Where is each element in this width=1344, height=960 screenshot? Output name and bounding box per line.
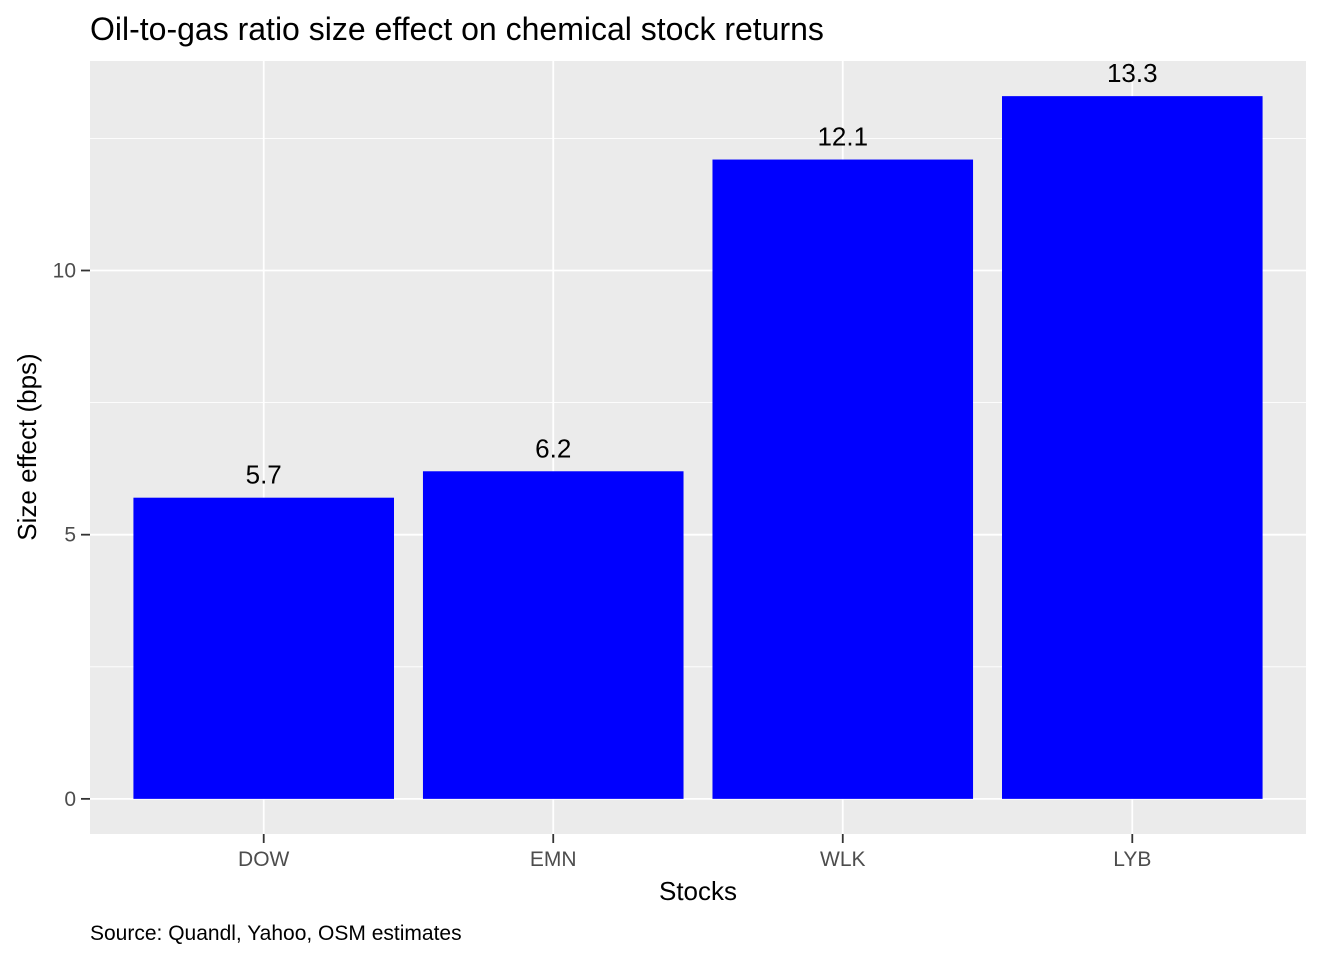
- y-tick-label: 0: [64, 788, 76, 811]
- x-tick-label: DOW: [238, 848, 290, 871]
- bar-emn: [422, 471, 684, 799]
- bar-lyb: [1002, 96, 1263, 799]
- data-label-emn: 6.2: [535, 433, 571, 463]
- bar-dow: [133, 497, 394, 799]
- bar-wlk: [712, 159, 974, 799]
- y-axis-title: Size effect (bps): [12, 353, 42, 540]
- data-label-dow: 5.7: [246, 460, 282, 490]
- y-tick-label: 5: [64, 524, 76, 547]
- bars: [133, 96, 1263, 799]
- y-axis: 0 5 10: [53, 259, 90, 811]
- source-caption: Source: Quandl, Yahoo, OSM estimates: [90, 922, 462, 945]
- chart-title: Oil-to-gas ratio size effect on chemical…: [90, 11, 824, 47]
- data-labels: 5.7 6.2 12.1 13.3: [246, 58, 1158, 490]
- x-tick-label: WLK: [820, 848, 866, 871]
- x-axis: DOW EMN WLK LYB: [238, 834, 1151, 871]
- x-tick-label: EMN: [530, 848, 577, 871]
- data-label-lyb: 13.3: [1107, 58, 1158, 88]
- y-tick-label: 10: [53, 259, 76, 282]
- x-axis-title: Stocks: [659, 876, 737, 906]
- x-tick-label: LYB: [1113, 848, 1151, 871]
- data-label-wlk: 12.1: [817, 122, 868, 152]
